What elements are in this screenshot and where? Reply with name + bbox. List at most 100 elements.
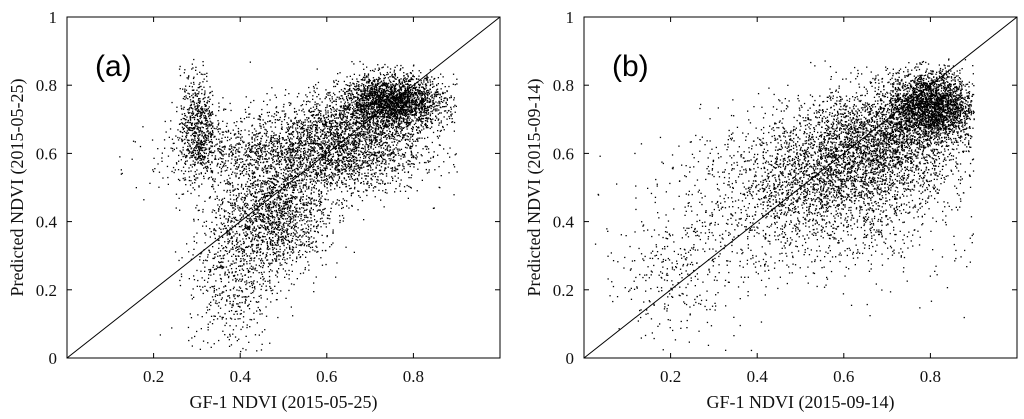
- scatter-point: [408, 80, 411, 82]
- scatter-point: [289, 170, 291, 172]
- scatter-point: [447, 152, 449, 155]
- scatter-point: [455, 153, 457, 155]
- scatter-point: [374, 129, 377, 132]
- scatter-point: [374, 110, 376, 112]
- scatter-point: [346, 117, 348, 120]
- scatter-point: [266, 170, 268, 173]
- scatter-point: [357, 190, 359, 192]
- scatter-point: [373, 112, 375, 114]
- scatter-point: [303, 128, 305, 130]
- scatter-point: [317, 165, 319, 167]
- scatter-point: [409, 90, 412, 92]
- scatter-point: [405, 78, 407, 80]
- scatter-point: [416, 129, 418, 131]
- scatter-point: [378, 169, 381, 172]
- scatter-point: [380, 131, 383, 133]
- scatter-point: [266, 93, 268, 95]
- scatter-point: [412, 127, 414, 129]
- scatter-point: [354, 116, 356, 119]
- scatter-point: [346, 200, 348, 202]
- scatter-point: [340, 95, 342, 97]
- scatter-point: [309, 181, 311, 184]
- scatter-point: [318, 143, 320, 145]
- scatter-point: [288, 187, 291, 189]
- scatter-point: [374, 116, 376, 118]
- scatter-point: [400, 87, 402, 89]
- scatter-point: [299, 149, 301, 151]
- scatter-point: [303, 157, 306, 159]
- scatter-point: [347, 154, 349, 156]
- scatter-point: [374, 92, 377, 94]
- scatter-point: [421, 129, 423, 131]
- scatter-point: [327, 114, 329, 117]
- scatter-point: [359, 131, 362, 133]
- scatter-point: [385, 101, 388, 103]
- scatter-point: [213, 188, 215, 190]
- scatter-point: [339, 148, 341, 150]
- scatter-point: [316, 103, 318, 105]
- scatter-point: [386, 125, 388, 127]
- scatter-point: [344, 88, 346, 90]
- scatter-point: [380, 134, 382, 137]
- scatter-point: [330, 114, 333, 116]
- scatter-point: [392, 112, 395, 114]
- scatter-point: [373, 132, 375, 134]
- scatter-point: [407, 159, 409, 162]
- scatter-point: [437, 137, 439, 139]
- scatter-point: [260, 150, 262, 152]
- scatter-point: [305, 172, 307, 174]
- scatter-point: [245, 96, 247, 98]
- scatter-point: [325, 111, 327, 113]
- scatter-point: [398, 123, 400, 125]
- scatter-point: [426, 172, 429, 174]
- scatter-point: [276, 197, 278, 199]
- scatter-point: [418, 109, 421, 111]
- scatter-point: [401, 136, 404, 138]
- scatter-point: [386, 148, 388, 151]
- scatter-point: [393, 119, 395, 121]
- scatter-point: [401, 153, 404, 155]
- scatter-point: [405, 123, 407, 126]
- scatter-point: [401, 122, 403, 124]
- scatter-point: [325, 107, 327, 109]
- scatter-point: [415, 122, 417, 124]
- scatter-point: [418, 119, 420, 121]
- scatter-point: [300, 197, 302, 199]
- scatter-point: [408, 106, 410, 109]
- scatter-point: [387, 111, 389, 113]
- scatter-point: [390, 153, 392, 155]
- scatter-point: [432, 96, 434, 98]
- scatter-point: [402, 85, 404, 87]
- scatter-point: [392, 83, 394, 85]
- scatter-point: [276, 189, 278, 192]
- scatter-point: [378, 105, 380, 108]
- scatter-point: [416, 94, 418, 97]
- scatter-point: [417, 81, 419, 84]
- scatter-point: [427, 110, 429, 112]
- scatter-point: [344, 149, 346, 151]
- scatter-point: [367, 112, 369, 115]
- scatter-point: [407, 121, 409, 123]
- scatter-point: [364, 139, 366, 141]
- scatter-point: [361, 163, 363, 165]
- scatter-point: [425, 87, 427, 89]
- scatter-point: [336, 135, 339, 137]
- scatter-point: [324, 122, 327, 124]
- scatter-point: [333, 161, 335, 163]
- scatter-point: [273, 191, 275, 194]
- scatter-point: [431, 126, 433, 128]
- scatter-point: [308, 165, 310, 167]
- scatter-point: [310, 133, 313, 135]
- scatter-point: [376, 111, 378, 113]
- scatter-point: [293, 111, 296, 113]
- scatter-point: [301, 104, 304, 106]
- scatter-point: [254, 138, 256, 140]
- scatter-point: [308, 137, 310, 139]
- scatter-point: [409, 72, 412, 74]
- scatter-point: [393, 160, 395, 163]
- scatter-point: [405, 104, 408, 106]
- scatter-point: [406, 120, 408, 122]
- scatter-point: [446, 124, 448, 126]
- scatter-point: [407, 94, 409, 96]
- scatter-point: [436, 110, 438, 112]
